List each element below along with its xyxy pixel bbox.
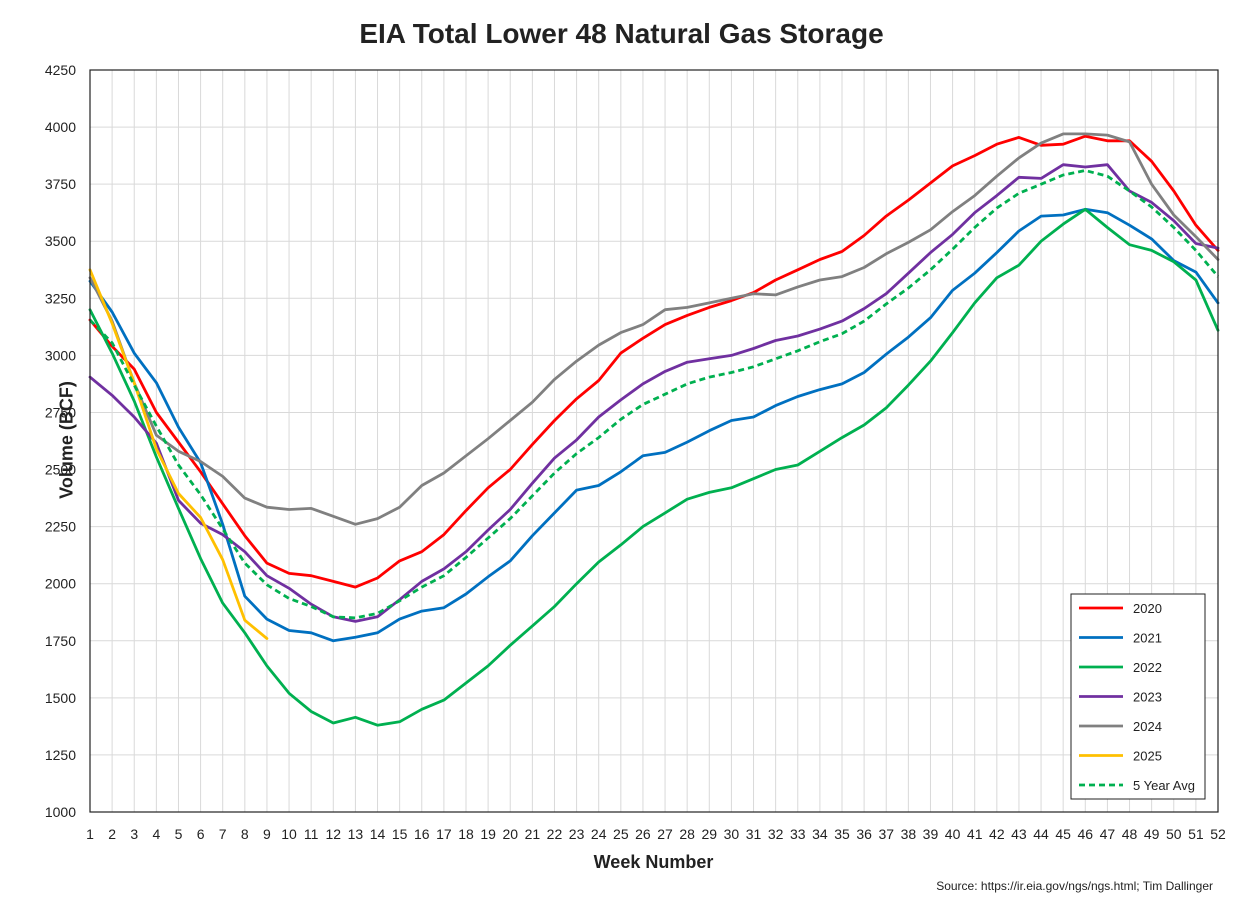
y-tick-label: 3500 bbox=[45, 233, 76, 249]
y-tick-label: 3250 bbox=[45, 290, 76, 306]
series-line-2024 bbox=[88, 132, 1220, 526]
x-tick-label: 12 bbox=[326, 826, 342, 842]
x-tick-label: 48 bbox=[1122, 826, 1138, 842]
x-tick-label: 3 bbox=[130, 826, 138, 842]
legend-label: 2020 bbox=[1133, 601, 1162, 616]
x-tick-label: 22 bbox=[547, 826, 563, 842]
x-tick-label: 23 bbox=[569, 826, 585, 842]
x-tick-label: 40 bbox=[945, 826, 961, 842]
y-tick-label: 2500 bbox=[45, 462, 76, 478]
y-tick-labels: 1000 1250 1500 1750 2000 2250 2500 2750 3000 3250… bbox=[45, 62, 76, 820]
x-tick-label: 15 bbox=[392, 826, 408, 842]
legend-label: 2021 bbox=[1133, 631, 1162, 646]
x-tick-label: 44 bbox=[1033, 826, 1049, 842]
series-line-5-year-avg bbox=[88, 169, 1220, 620]
x-tick-label: 32 bbox=[768, 826, 784, 842]
x-tick-label: 7 bbox=[219, 826, 227, 842]
y-tick-label: 4250 bbox=[45, 62, 76, 78]
y-tick-label: 4000 bbox=[45, 119, 76, 135]
x-tick-label: 9 bbox=[263, 826, 271, 842]
x-axis-label: Week Number bbox=[593, 852, 714, 872]
x-tick-label: 38 bbox=[901, 826, 917, 842]
x-tick-label: 4 bbox=[152, 826, 160, 842]
x-tick-label: 6 bbox=[197, 826, 205, 842]
y-tick-label: 3000 bbox=[45, 347, 76, 363]
series-line-2021 bbox=[88, 207, 1220, 643]
legend-label: 2025 bbox=[1133, 749, 1162, 764]
series-line-2022 bbox=[88, 207, 1220, 727]
grid-lines bbox=[89, 69, 1219, 813]
x-tick-label: 51 bbox=[1188, 826, 1204, 842]
x-tick-label: 31 bbox=[746, 826, 762, 842]
x-tick-label: 10 bbox=[281, 826, 297, 842]
x-tick-label: 45 bbox=[1055, 826, 1071, 842]
legend-label: 2022 bbox=[1133, 660, 1162, 675]
x-tick-label: 2 bbox=[108, 826, 116, 842]
x-tick-label: 25 bbox=[613, 826, 629, 842]
y-tick-label: 1000 bbox=[45, 804, 76, 820]
source-note: Source: https://ir.eia.gov/ngs/ngs.html;… bbox=[936, 879, 1213, 893]
x-tick-label: 30 bbox=[724, 826, 740, 842]
x-tick-label: 49 bbox=[1144, 826, 1160, 842]
series-line-2023 bbox=[88, 163, 1220, 623]
y-tick-label: 2250 bbox=[45, 519, 76, 535]
y-tick-label: 1500 bbox=[45, 690, 76, 706]
x-tick-label: 18 bbox=[458, 826, 474, 842]
y-tick-label: 1750 bbox=[45, 633, 76, 649]
x-tick-label: 13 bbox=[348, 826, 364, 842]
x-tick-label: 1 bbox=[86, 826, 94, 842]
x-tick-label: 14 bbox=[370, 826, 386, 842]
x-tick-label: 37 bbox=[878, 826, 894, 842]
x-tick-label: 33 bbox=[790, 826, 806, 842]
x-tick-label: 41 bbox=[967, 826, 983, 842]
x-tick-label: 20 bbox=[502, 826, 518, 842]
y-tick-label: 3750 bbox=[45, 176, 76, 192]
y-tick-label: 2000 bbox=[45, 576, 76, 592]
x-tick-label: 46 bbox=[1078, 826, 1094, 842]
x-tick-label: 8 bbox=[241, 826, 249, 842]
x-tick-label: 36 bbox=[856, 826, 872, 842]
x-tick-label: 5 bbox=[175, 826, 183, 842]
y-tick-label: 1250 bbox=[45, 747, 76, 763]
x-tick-label: 24 bbox=[591, 826, 607, 842]
x-tick-label: 26 bbox=[635, 826, 651, 842]
x-tick-label: 43 bbox=[1011, 826, 1027, 842]
x-tick-label: 39 bbox=[923, 826, 939, 842]
series-line-2025 bbox=[88, 268, 269, 640]
x-tick-label: 29 bbox=[702, 826, 718, 842]
x-tick-label: 21 bbox=[525, 826, 541, 842]
x-tick-label: 19 bbox=[480, 826, 496, 842]
legend-label: 2023 bbox=[1133, 690, 1162, 705]
x-tick-label: 27 bbox=[657, 826, 673, 842]
x-tick-label: 52 bbox=[1210, 826, 1226, 842]
series-layer bbox=[88, 132, 1220, 727]
x-tick-labels: 1 2 3 4 5 6 7 8 9 10 11 12 13 14 15 16 17 18 19 20 21 22 23 24 2… bbox=[86, 826, 1226, 842]
x-tick-label: 50 bbox=[1166, 826, 1182, 842]
x-tick-label: 16 bbox=[414, 826, 430, 842]
plot-frame bbox=[89, 69, 1219, 813]
x-tick-label: 34 bbox=[812, 826, 828, 842]
legend-label: 5 Year Avg bbox=[1133, 778, 1195, 793]
legend-label: 2024 bbox=[1133, 719, 1162, 734]
legend: 2020 2021 2022 2023 2024 2025 5 Year Avg bbox=[1070, 593, 1206, 800]
x-tick-label: 28 bbox=[679, 826, 695, 842]
x-tick-label: 17 bbox=[436, 826, 452, 842]
y-tick-label: 2750 bbox=[45, 404, 76, 420]
chart-title: EIA Total Lower 48 Natural Gas Storage bbox=[359, 18, 884, 49]
x-tick-label: 35 bbox=[834, 826, 850, 842]
x-tick-label: 47 bbox=[1100, 826, 1116, 842]
x-tick-label: 42 bbox=[989, 826, 1005, 842]
series-line-2020 bbox=[88, 134, 1220, 589]
x-tick-label: 11 bbox=[304, 826, 319, 842]
